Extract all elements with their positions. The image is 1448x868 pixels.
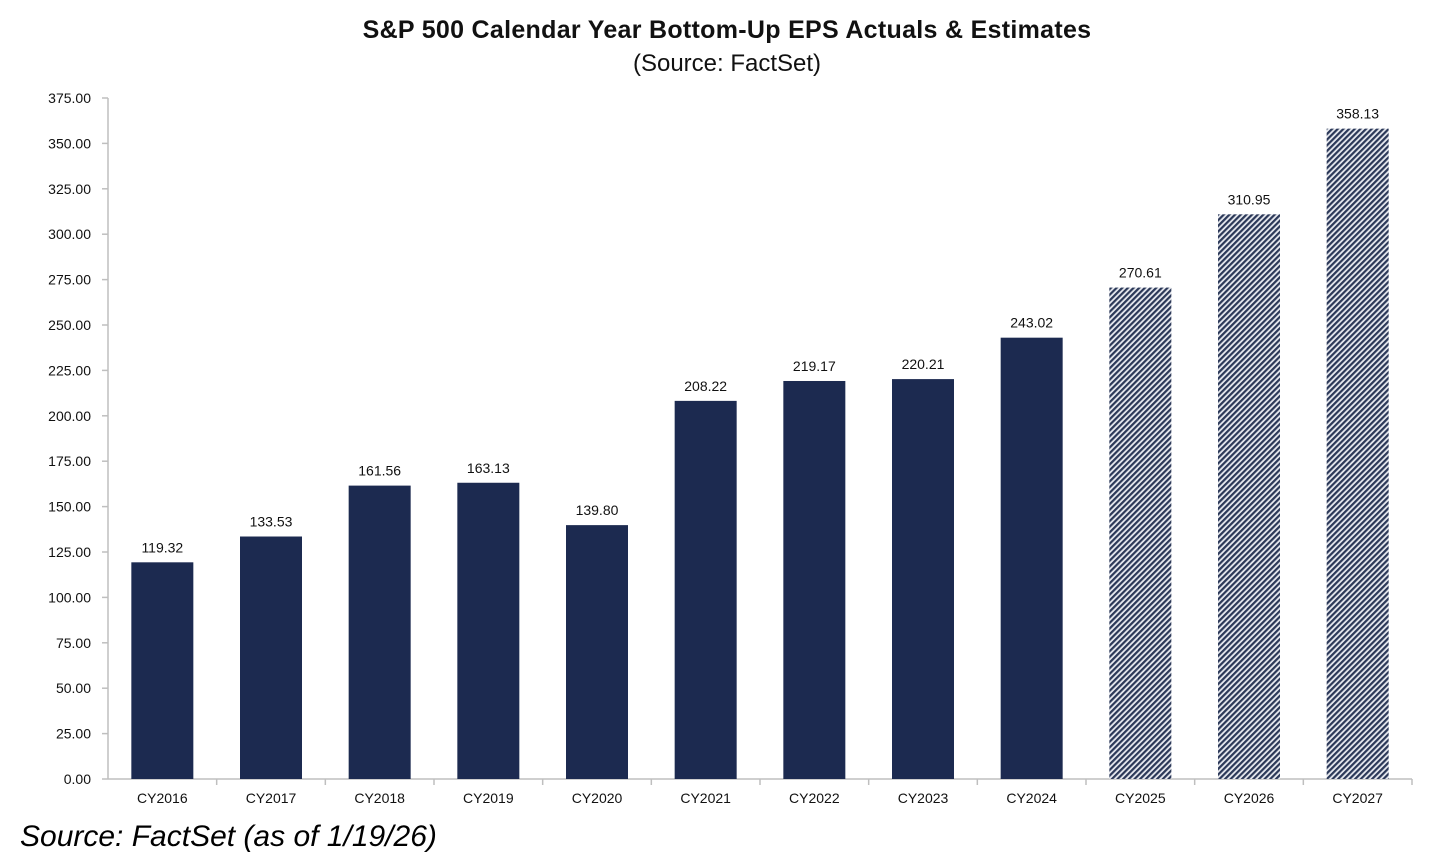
y-tick-label: 225.00 [48,362,91,378]
y-tick-label: 300.00 [48,226,91,242]
y-tick-label: 50.00 [56,680,91,696]
x-tick-label: CY2020 [572,790,623,806]
y-tick-label: 75.00 [56,635,91,651]
bars [131,128,1389,779]
bar-actual [457,482,520,779]
bar-actual [892,379,954,779]
bar-estimate [1326,128,1389,779]
data-label: 310.95 [1228,191,1271,207]
y-axis: 0.00 25.00 50.00 75.00 100.00 125.00 150.00 175… [48,90,109,787]
x-tick-label: CY2022 [789,790,840,806]
data-label: 208.22 [684,378,727,394]
y-tick-label: 375.00 [48,90,91,106]
x-tick-label: CY2018 [354,790,405,806]
y-tick-label: 150.00 [48,499,91,515]
chart-title: S&P 500 Calendar Year Bottom-Up EPS Actu… [362,16,1092,44]
bar-actual [783,380,846,779]
data-label: 243.02 [1010,315,1053,331]
bar-estimate [1109,287,1172,779]
data-label: 358.13 [1336,106,1379,122]
y-tick-label: 0.00 [64,771,91,787]
data-label: 161.56 [358,463,401,479]
y-tick-label: 25.00 [56,726,91,742]
y-tick-label: 125.00 [48,544,91,560]
source-footnote: Source: FactSet (as of 1/19/26) [20,820,437,853]
y-tick-label: 275.00 [48,272,91,288]
data-label: 163.13 [467,460,510,476]
bar-actual [240,536,302,779]
bar-actual [674,400,737,779]
bar-actual [131,562,194,779]
x-tick-label: CY2019 [463,790,514,806]
y-tick-label: 250.00 [48,317,91,333]
y-tick-label: 175.00 [48,453,91,469]
bar-estimate [1218,214,1280,779]
data-label: 220.21 [902,356,945,372]
data-label: 139.80 [576,502,619,518]
bar-actual [348,485,411,779]
x-tick-label: CY2023 [898,790,949,806]
data-label: 119.32 [141,539,183,555]
x-tick-label: CY2027 [1332,790,1383,806]
bar-actual [1000,337,1063,779]
y-tick-label: 350.00 [48,135,91,151]
y-tick-label: 200.00 [48,408,91,424]
x-tick-label: CY2024 [1006,790,1057,806]
data-label: 219.17 [793,358,836,374]
bar-actual [566,525,628,779]
x-tick-label: CY2017 [246,790,297,806]
y-tick-label: 100.00 [48,589,91,605]
x-axis: CY2016 CY2017 CY2018 CY2019 CY2020 CY2021 CY20… [108,778,1413,806]
x-tick-label: CY2025 [1115,790,1166,806]
data-labels: 119.32 133.53 161.56 163.13 139.80 208.22 219.… [141,106,1379,556]
x-tick-label: CY2021 [680,790,731,806]
data-label: 133.53 [250,514,293,530]
x-tick-label: CY2016 [137,790,188,806]
y-tick-label: 325.00 [48,181,91,197]
chart-subtitle: (Source: FactSet) [632,50,822,77]
data-label: 270.61 [1119,265,1162,281]
x-tick-label: CY2026 [1224,790,1275,806]
